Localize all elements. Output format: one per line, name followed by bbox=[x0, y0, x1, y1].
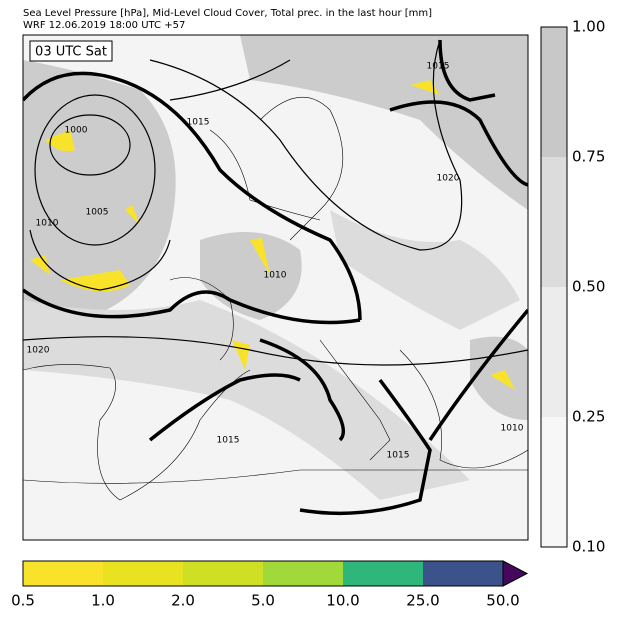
contour-label: 1005 bbox=[86, 208, 109, 218]
colorbar-frame bbox=[540, 26, 568, 548]
colorbar-tick-label: 0.25 bbox=[572, 408, 605, 426]
colorbar-tick-label: 1.00 bbox=[572, 18, 605, 36]
contour-label: 1010 bbox=[264, 271, 287, 281]
time-label: 03 UTC Sat bbox=[35, 45, 107, 60]
contour-label: 1000 bbox=[65, 126, 88, 136]
colorbar-segment bbox=[103, 561, 183, 586]
contour-label: 1020 bbox=[437, 174, 460, 184]
cloud-colorbar: 1.00 0.75 0.50 0.25 0.10 bbox=[540, 18, 605, 556]
contour-label: 1015 bbox=[217, 436, 240, 446]
colorbar-segment bbox=[263, 561, 343, 586]
map-frame bbox=[22, 34, 529, 541]
colorbar-segment bbox=[541, 287, 567, 417]
colorbar-tick-label: 0.5 bbox=[11, 592, 35, 610]
header-line: WRF 12.06.2019 18:00 UTC +57 bbox=[23, 20, 185, 31]
colorbar-segment bbox=[23, 561, 103, 586]
colorbar-segment bbox=[183, 561, 263, 586]
colorbar-tick-label: 0.75 bbox=[572, 148, 605, 166]
contour-label: 1010 bbox=[501, 424, 524, 434]
colorbar-tick-label: 5.0 bbox=[251, 592, 275, 610]
header-line: Sea Level Pressure [hPa], Mid-Level Clou… bbox=[23, 8, 432, 19]
colorbar-segment bbox=[541, 27, 567, 157]
time-label-box bbox=[29, 40, 113, 62]
colorbar-tick-label: 25.0 bbox=[406, 592, 439, 610]
colorbar-extension bbox=[502, 560, 529, 587]
contour-label: 1015 bbox=[387, 451, 410, 461]
colorbar-segment bbox=[541, 157, 567, 287]
map: 1000 1005 1010 1015 1020 1015 1010 1020 … bbox=[23, 35, 528, 540]
colorbar-tick-label: 2.0 bbox=[171, 592, 195, 610]
contour-label: 1010 bbox=[36, 219, 59, 229]
contour-label: 1015 bbox=[187, 118, 210, 128]
colorbar-tick-label: 1.0 bbox=[91, 592, 115, 610]
colorbar-frame bbox=[22, 560, 504, 587]
precip-colorbar: 0.5 1.0 2.0 5.0 10.0 25.0 50.0 bbox=[11, 560, 529, 610]
colorbar-segment bbox=[343, 561, 423, 586]
colorbar-tick-label: 0.50 bbox=[572, 278, 605, 296]
colorbar-tick-label: 0.10 bbox=[572, 538, 605, 556]
contour-label: 1015 bbox=[427, 62, 450, 72]
colorbar-segment bbox=[423, 561, 503, 586]
contour-label: 1020 bbox=[27, 346, 50, 356]
colorbar-segment bbox=[541, 417, 567, 547]
colorbar-tick-label: 10.0 bbox=[326, 592, 359, 610]
colorbar-tick-label: 50.0 bbox=[486, 592, 519, 610]
